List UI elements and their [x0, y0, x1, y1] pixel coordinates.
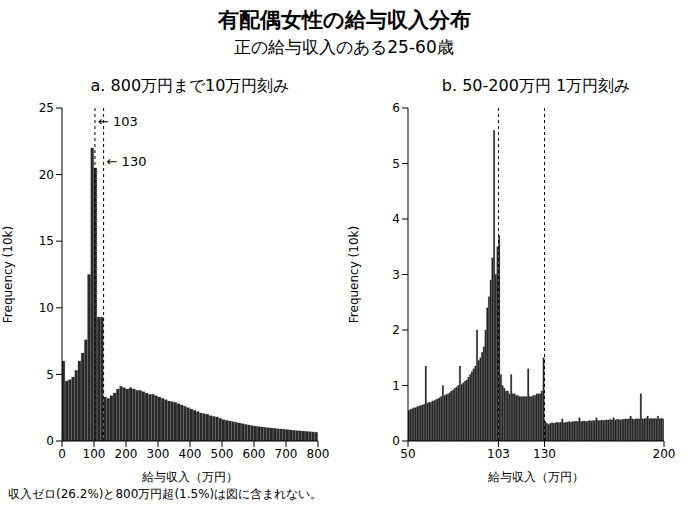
svg-text:50: 50 — [400, 447, 415, 461]
svg-text:5: 5 — [46, 368, 54, 382]
svg-text:5: 5 — [392, 157, 400, 171]
svg-text:500: 500 — [211, 447, 234, 461]
svg-text:400: 400 — [179, 447, 202, 461]
svg-text:給与収入（万円）: 給与収入（万円） — [487, 470, 584, 483]
svg-text:130: 130 — [533, 447, 556, 461]
svg-text:Frequency (10k): Frequency (10k) — [347, 226, 361, 323]
html-text:有配偶女性の給与収入分布: 有配偶女性の給与収入分布 — [217, 8, 471, 32]
svg-text:103: 103 — [487, 447, 510, 461]
svg-text:200: 200 — [115, 447, 138, 461]
svg-text:300: 300 — [147, 447, 170, 461]
svg-text:15: 15 — [39, 234, 54, 248]
svg-text:600: 600 — [243, 447, 266, 461]
svg-text:800: 800 — [307, 447, 330, 461]
svg-text:6: 6 — [392, 101, 400, 115]
svg-text:700: 700 — [275, 447, 298, 461]
svg-text:0: 0 — [58, 447, 66, 461]
html-text:収入ゼロ(26.2%)と800万円超(1.5%)は図に含まれ: 収入ゼロ(26.2%)と800万円超(1.5%)は図に含まれない。 — [8, 487, 323, 501]
svg-text:3: 3 — [392, 268, 400, 282]
svg-text:20: 20 — [39, 168, 54, 182]
svg-text:給与収入（万円）: 給与収入（万円） — [141, 470, 238, 483]
svg-text:← 130: ← 130 — [107, 154, 147, 169]
svg-text:10: 10 — [39, 301, 54, 315]
html-text:a. 800万円まで10万円刻み: a. 800万円まで10万円刻み — [90, 76, 290, 95]
svg-text:200: 200 — [653, 447, 676, 461]
svg-text:0: 0 — [392, 434, 400, 448]
svg-text:← 103: ← 103 — [98, 114, 138, 129]
svg-text:100: 100 — [83, 447, 106, 461]
html-text:b. 50-200万円 1万円刻み: b. 50-200万円 1万円刻み — [441, 76, 631, 95]
html-text:正の給与収入のある25-60歳: 正の給与収入のある25-60歳 — [234, 37, 454, 57]
svg-text:4: 4 — [392, 212, 400, 226]
svg-text:0: 0 — [46, 434, 54, 448]
svg-text:Frequency (10k): Frequency (10k) — [8, 226, 15, 323]
svg-text:1: 1 — [392, 379, 400, 393]
svg-text:2: 2 — [392, 323, 400, 337]
svg-text:25: 25 — [39, 101, 54, 115]
